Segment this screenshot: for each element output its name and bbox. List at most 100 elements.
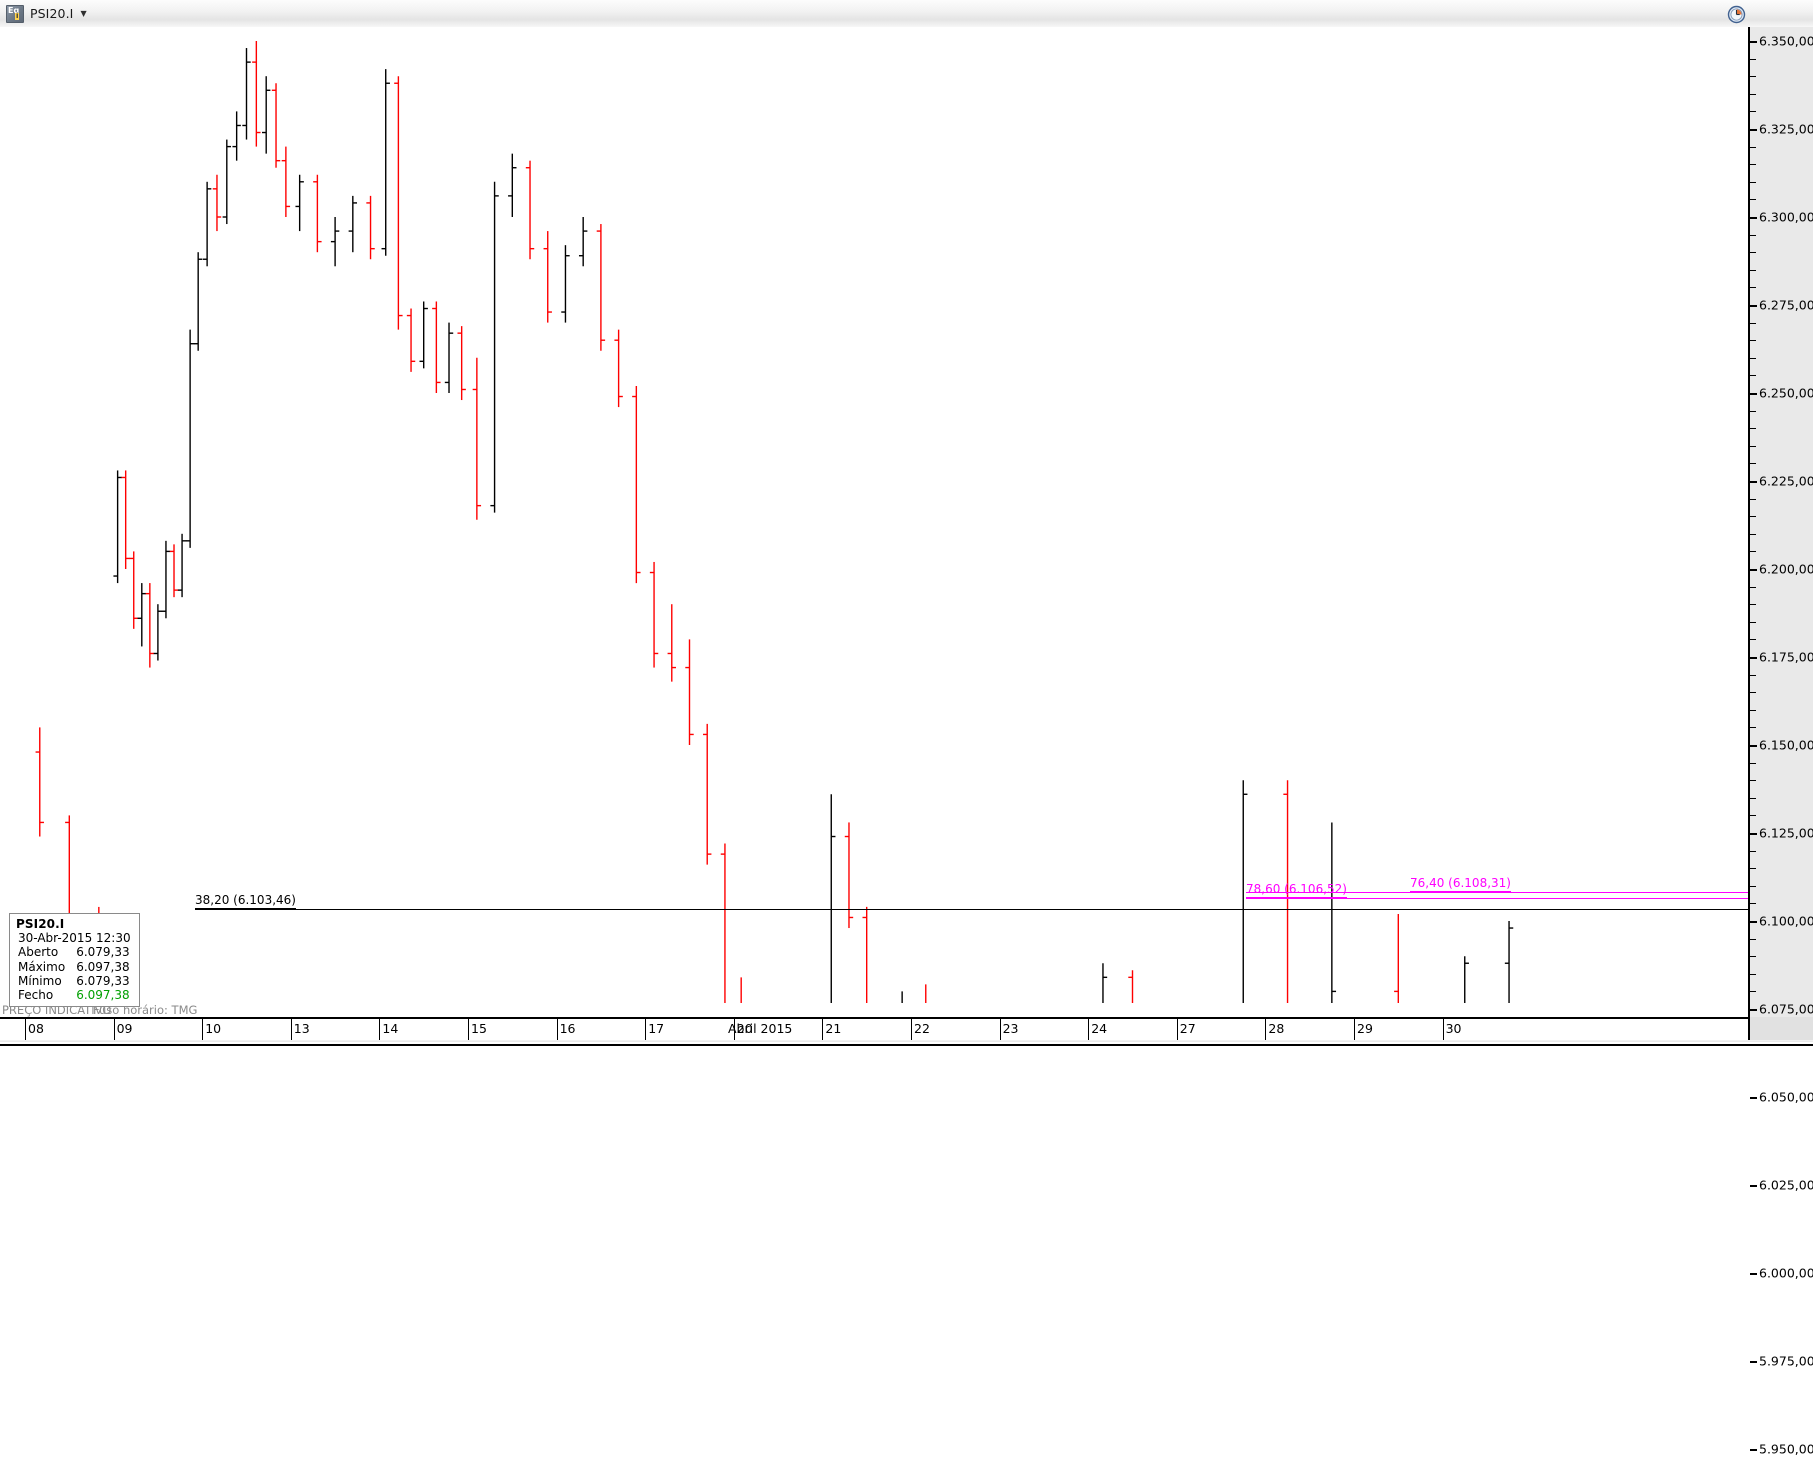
price-tick-label: 6.225,00 [1759,473,1813,489]
price-tick-minor [1750,410,1756,412]
quote-high-value: 6.097,38 [76,959,130,974]
quote-close-value: 6.097,38 [76,988,130,1003]
window-titlebar: Eq i PSI20.I ▼ [0,0,1813,28]
ohlc-bar [1504,921,1514,1003]
ohlc-bar [177,533,187,598]
ohlc-bar [830,794,836,1003]
ohlc-bar [1102,963,1108,1003]
price-tick-major [1750,921,1757,923]
fib-38-2-label[interactable]: 38,20 (6.103,46) [195,892,296,909]
date-tick-separator [379,1019,381,1040]
ohlc-bar [525,160,535,260]
ohlc-bar [348,195,358,253]
table-row: Fecho 6.097,38 [16,988,130,1002]
price-tick-label: 5.950,00 [1759,1441,1813,1457]
price-tick-minor [1750,956,1756,958]
price-tick-minor [1750,357,1756,359]
ohlc-bar [561,245,570,323]
ohlc-bar [65,815,74,921]
price-tick-label: 6.300,00 [1759,209,1813,225]
ohlc-bar [1394,913,1400,1003]
price-axis[interactable]: 6.350,00 6.325,00 6.300,00 6.275,00 6.250,00… [1748,27,1813,1457]
price-tick-major [1750,481,1757,483]
status-strip: PREÇO INDICATIVO Fuso horário: TMG [0,1003,1748,1017]
price-tick-major [1750,1185,1757,1187]
price-tick-minor [1750,780,1756,782]
ohlc-bar [862,906,868,1003]
date-tick-label: 23 [1002,1021,1019,1036]
price-tick-minor [1750,533,1756,535]
ohlc-bar [394,76,403,330]
date-tick-separator [1442,1019,1444,1040]
ohlc-bar [145,583,155,668]
ohlc-bar [925,984,927,1003]
price-tick-minor [1750,58,1756,60]
fib-38-2-line[interactable] [195,908,1748,910]
ohlc-bar [844,822,854,929]
fib-78-6-label[interactable]: 78,60 (6.106,52) [1246,882,1347,899]
price-tick-label: 6.075,00 [1759,1001,1813,1017]
price-tick-minor [1750,991,1756,993]
ohlc-bar [1331,822,1337,1003]
price-tick-minor [1750,287,1756,289]
ohlc-bar [1242,780,1248,1003]
chart-plot-area[interactable]: 38,20 (6.103,46) 78,60 (6.106,52) 76,40 (6… [0,27,1748,1003]
quote-open-label: Aberto [18,945,59,960]
date-tick-label: 14 [382,1021,399,1036]
fib-78-6-line[interactable] [1246,898,1748,900]
quote-values-table: Aberto 6.079,33 Máximo 6.097,38 Mínimo 6… [16,945,130,1002]
ohlc-bar-series [35,41,1514,1003]
price-tick-minor [1750,586,1756,588]
date-tick-label: 21 [825,1021,842,1036]
price-tick-major [1750,1273,1757,1275]
price-tick-label: 6.025,00 [1759,1177,1813,1193]
price-tick-label: 5.975,00 [1759,1353,1813,1369]
price-tick-minor [1750,621,1756,623]
quote-datetime: 30-Abr-2015 12:30 [18,931,131,946]
ohlc-bar [202,181,212,267]
quote-close-label: Fecho [18,988,54,1003]
price-tick-minor [1750,428,1756,430]
price-tick-minor [1750,727,1756,729]
price-tick-minor [1750,551,1756,553]
ohlc-bar [137,583,146,647]
price-tick-minor [1750,973,1756,975]
table-row: Aberto 6.079,33 [16,945,130,959]
quote-symbol: PSI20.I [16,917,65,931]
table-row: Mínimo 6.079,33 [16,974,130,988]
ohlc-bar [222,139,232,225]
ohlc-bar [281,146,291,217]
ohlc-bar [614,329,623,408]
date-tick-separator [1354,1019,1355,1040]
price-tick-label: 6.100,00 [1759,913,1813,929]
price-tick-label: 6.175,00 [1759,649,1813,665]
symbol-label: PSI20.I [30,6,74,21]
ohlc-bar [242,48,251,140]
ohlc-bar [740,977,742,1003]
chevron-down-icon[interactable]: ▼ [80,8,87,18]
date-tick-label: 27 [1179,1021,1196,1036]
price-tick-major [1750,1009,1757,1011]
price-tick-major [1750,569,1757,571]
price-tick-label: 6.050,00 [1759,1089,1813,1105]
date-tick-label: 16 [559,1021,576,1036]
price-tick-minor [1750,850,1756,852]
price-tick-minor [1750,76,1756,78]
fib-76-4-label[interactable]: 76,40 (6.108,31) [1410,875,1511,892]
date-tick-label: 24 [1091,1021,1108,1036]
ohlc-bar [113,470,122,584]
ohlc-bar [1283,780,1289,1003]
ohlc-bar [632,385,641,584]
clock-icon[interactable] [1727,5,1746,24]
month-label: Abril 2015 [728,1021,793,1036]
price-tick-major [1750,1361,1757,1363]
ohlc-bar [667,604,676,682]
window-bottom-edge [0,1040,1813,1042]
fib-76-4-line[interactable] [1246,891,1748,893]
ohlc-bar [578,217,588,267]
ohlc-bar [161,540,171,619]
price-tick-minor [1750,692,1756,694]
ohlc-bar [232,111,241,161]
price-tick-label: 6.275,00 [1759,297,1813,313]
price-tick-minor [1750,340,1756,342]
